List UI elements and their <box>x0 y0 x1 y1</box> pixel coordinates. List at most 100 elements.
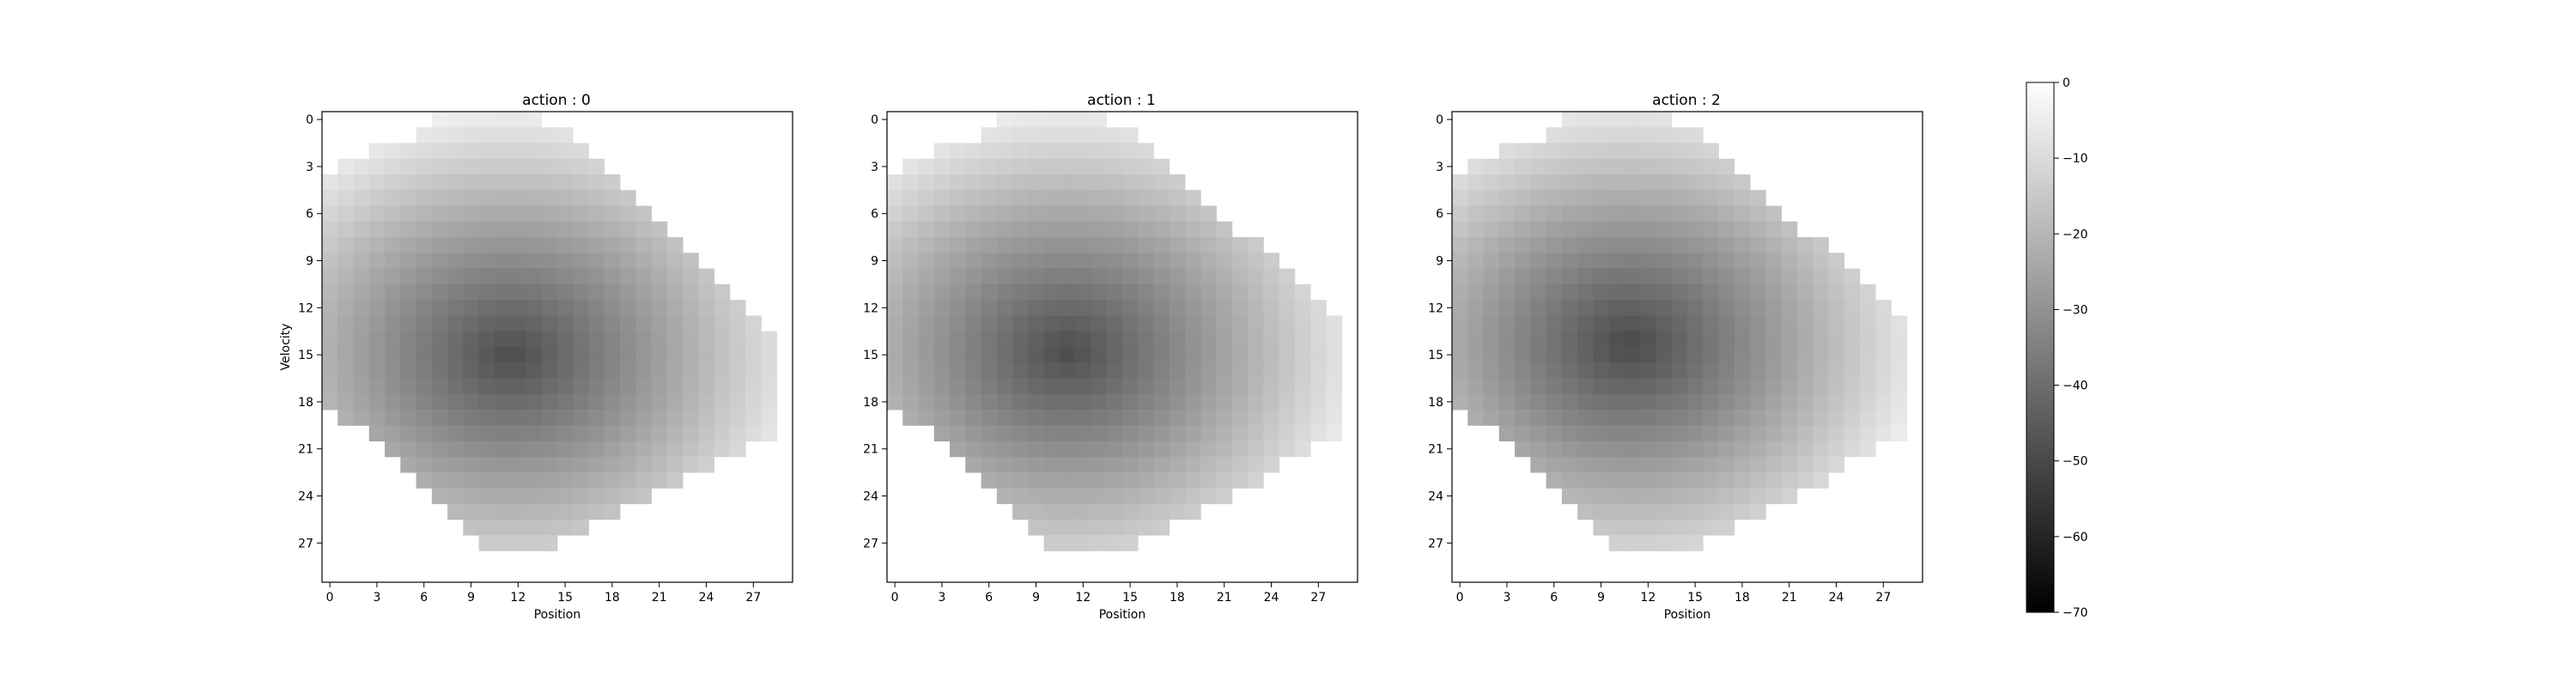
heatmap-cell <box>666 331 683 348</box>
heatmap-cell <box>385 205 401 222</box>
y-tick-label: 6 <box>1436 208 1443 222</box>
heatmap-cell <box>1624 393 1641 410</box>
heatmap-cell <box>1530 158 1546 175</box>
heatmap-cell <box>933 190 951 206</box>
heatmap-cell <box>478 456 495 473</box>
heatmap-cell <box>1059 362 1076 379</box>
heatmap-cell <box>1498 410 1516 426</box>
heatmap-cell <box>1216 441 1233 458</box>
heatmap-cell <box>447 347 464 363</box>
heatmap-cell <box>1624 315 1641 332</box>
heatmap-cell <box>902 174 919 191</box>
heatmap-cell <box>478 393 495 410</box>
heatmap-cell <box>494 127 511 143</box>
heatmap-cell <box>996 127 1013 143</box>
heatmap-cell <box>1498 425 1516 441</box>
heatmap-cell <box>604 315 621 332</box>
heatmap-cell <box>698 456 715 473</box>
heatmap-cell <box>573 331 589 348</box>
heatmap-cell <box>1028 425 1045 441</box>
heatmap-cell <box>447 441 464 458</box>
heatmap-cell <box>666 441 683 458</box>
heatmap-cell <box>1593 472 1610 489</box>
heatmap-cell <box>1813 315 1829 332</box>
heatmap-cell <box>510 127 526 143</box>
heatmap-cell <box>1703 378 1719 395</box>
heatmap-cell <box>385 347 401 363</box>
heatmap-cell <box>1734 410 1751 426</box>
heatmap-cell <box>416 143 433 160</box>
heatmap-cell <box>1169 488 1186 505</box>
heatmap-cell <box>526 174 543 191</box>
y-tick-label: 21 <box>1428 443 1443 457</box>
heatmap-cell <box>1703 441 1719 458</box>
heatmap-cell <box>1216 221 1233 238</box>
heatmap-cell <box>1043 347 1060 363</box>
heatmap-cell <box>1091 283 1108 301</box>
heatmap-cell <box>1153 268 1170 285</box>
heatmap-cell <box>683 425 699 441</box>
heatmap-cell <box>541 347 558 363</box>
heatmap-cell <box>1452 252 1468 270</box>
heatmap-cell <box>933 362 951 379</box>
heatmap-cell <box>1169 472 1186 489</box>
heatmap-cell <box>1483 378 1500 395</box>
heatmap-cell <box>1608 441 1625 458</box>
heatmap-cell <box>1671 488 1688 505</box>
heatmap-cell <box>1075 425 1091 441</box>
heatmap-cell <box>1577 503 1594 520</box>
heatmap-cell <box>1467 174 1484 191</box>
heatmap-cell <box>666 378 683 395</box>
heatmap-cell <box>1796 252 1814 270</box>
heatmap-cell <box>1703 237 1719 253</box>
heatmap-cell <box>683 347 699 363</box>
heatmap-cell <box>1200 300 1217 316</box>
heatmap-cell <box>635 205 652 222</box>
heatmap-cell <box>1231 378 1249 395</box>
heatmap-cell <box>447 190 464 206</box>
heatmap-cell <box>714 315 731 332</box>
heatmap-cell <box>965 221 981 238</box>
heatmap-cell <box>604 268 621 285</box>
heatmap-cell <box>1091 441 1108 458</box>
heatmap-cell <box>1185 300 1201 316</box>
heatmap-cell <box>1530 221 1546 238</box>
heatmap-cell <box>1813 252 1829 270</box>
heatmap-cell <box>1593 300 1610 316</box>
heatmap-cell <box>1859 347 1876 363</box>
heatmap-cell <box>1122 535 1139 551</box>
heatmap-cell <box>1059 472 1076 489</box>
heatmap-cell <box>745 393 762 410</box>
heatmap-cell <box>1859 393 1876 410</box>
heatmap-cell <box>1263 441 1280 458</box>
heatmap-cell <box>463 283 480 301</box>
heatmap-cell <box>478 237 495 253</box>
heatmap-cell <box>400 158 416 175</box>
heatmap-cell <box>494 425 511 441</box>
heatmap-cell <box>965 425 981 441</box>
heatmap-cell <box>1656 441 1673 458</box>
heatmap-cell <box>1530 174 1546 191</box>
heatmap-cell <box>1593 519 1610 536</box>
heatmap-cell <box>651 393 668 410</box>
heatmap-cell <box>950 347 966 363</box>
heatmap-cell <box>510 221 526 238</box>
heatmap-cell <box>1530 237 1546 253</box>
heatmap-cell <box>1012 378 1029 395</box>
heatmap-cell <box>1200 425 1217 441</box>
heatmap-cell <box>1169 331 1186 348</box>
heatmap-cell <box>1859 331 1876 348</box>
panel-title: action : 0 <box>522 92 591 109</box>
heatmap-cell <box>322 252 338 270</box>
heatmap-cell <box>1781 425 1798 441</box>
heatmap-cell <box>1624 127 1641 143</box>
heatmap-cell <box>1703 393 1719 410</box>
heatmap-cell <box>573 410 589 426</box>
heatmap-cell <box>965 268 981 285</box>
heatmap-cell <box>1138 283 1154 301</box>
heatmap-cell <box>557 158 574 175</box>
heatmap-cell <box>714 378 731 395</box>
heatmap-cell <box>1734 221 1751 238</box>
heatmap-cell <box>1813 472 1829 489</box>
heatmap-cell <box>918 315 935 332</box>
